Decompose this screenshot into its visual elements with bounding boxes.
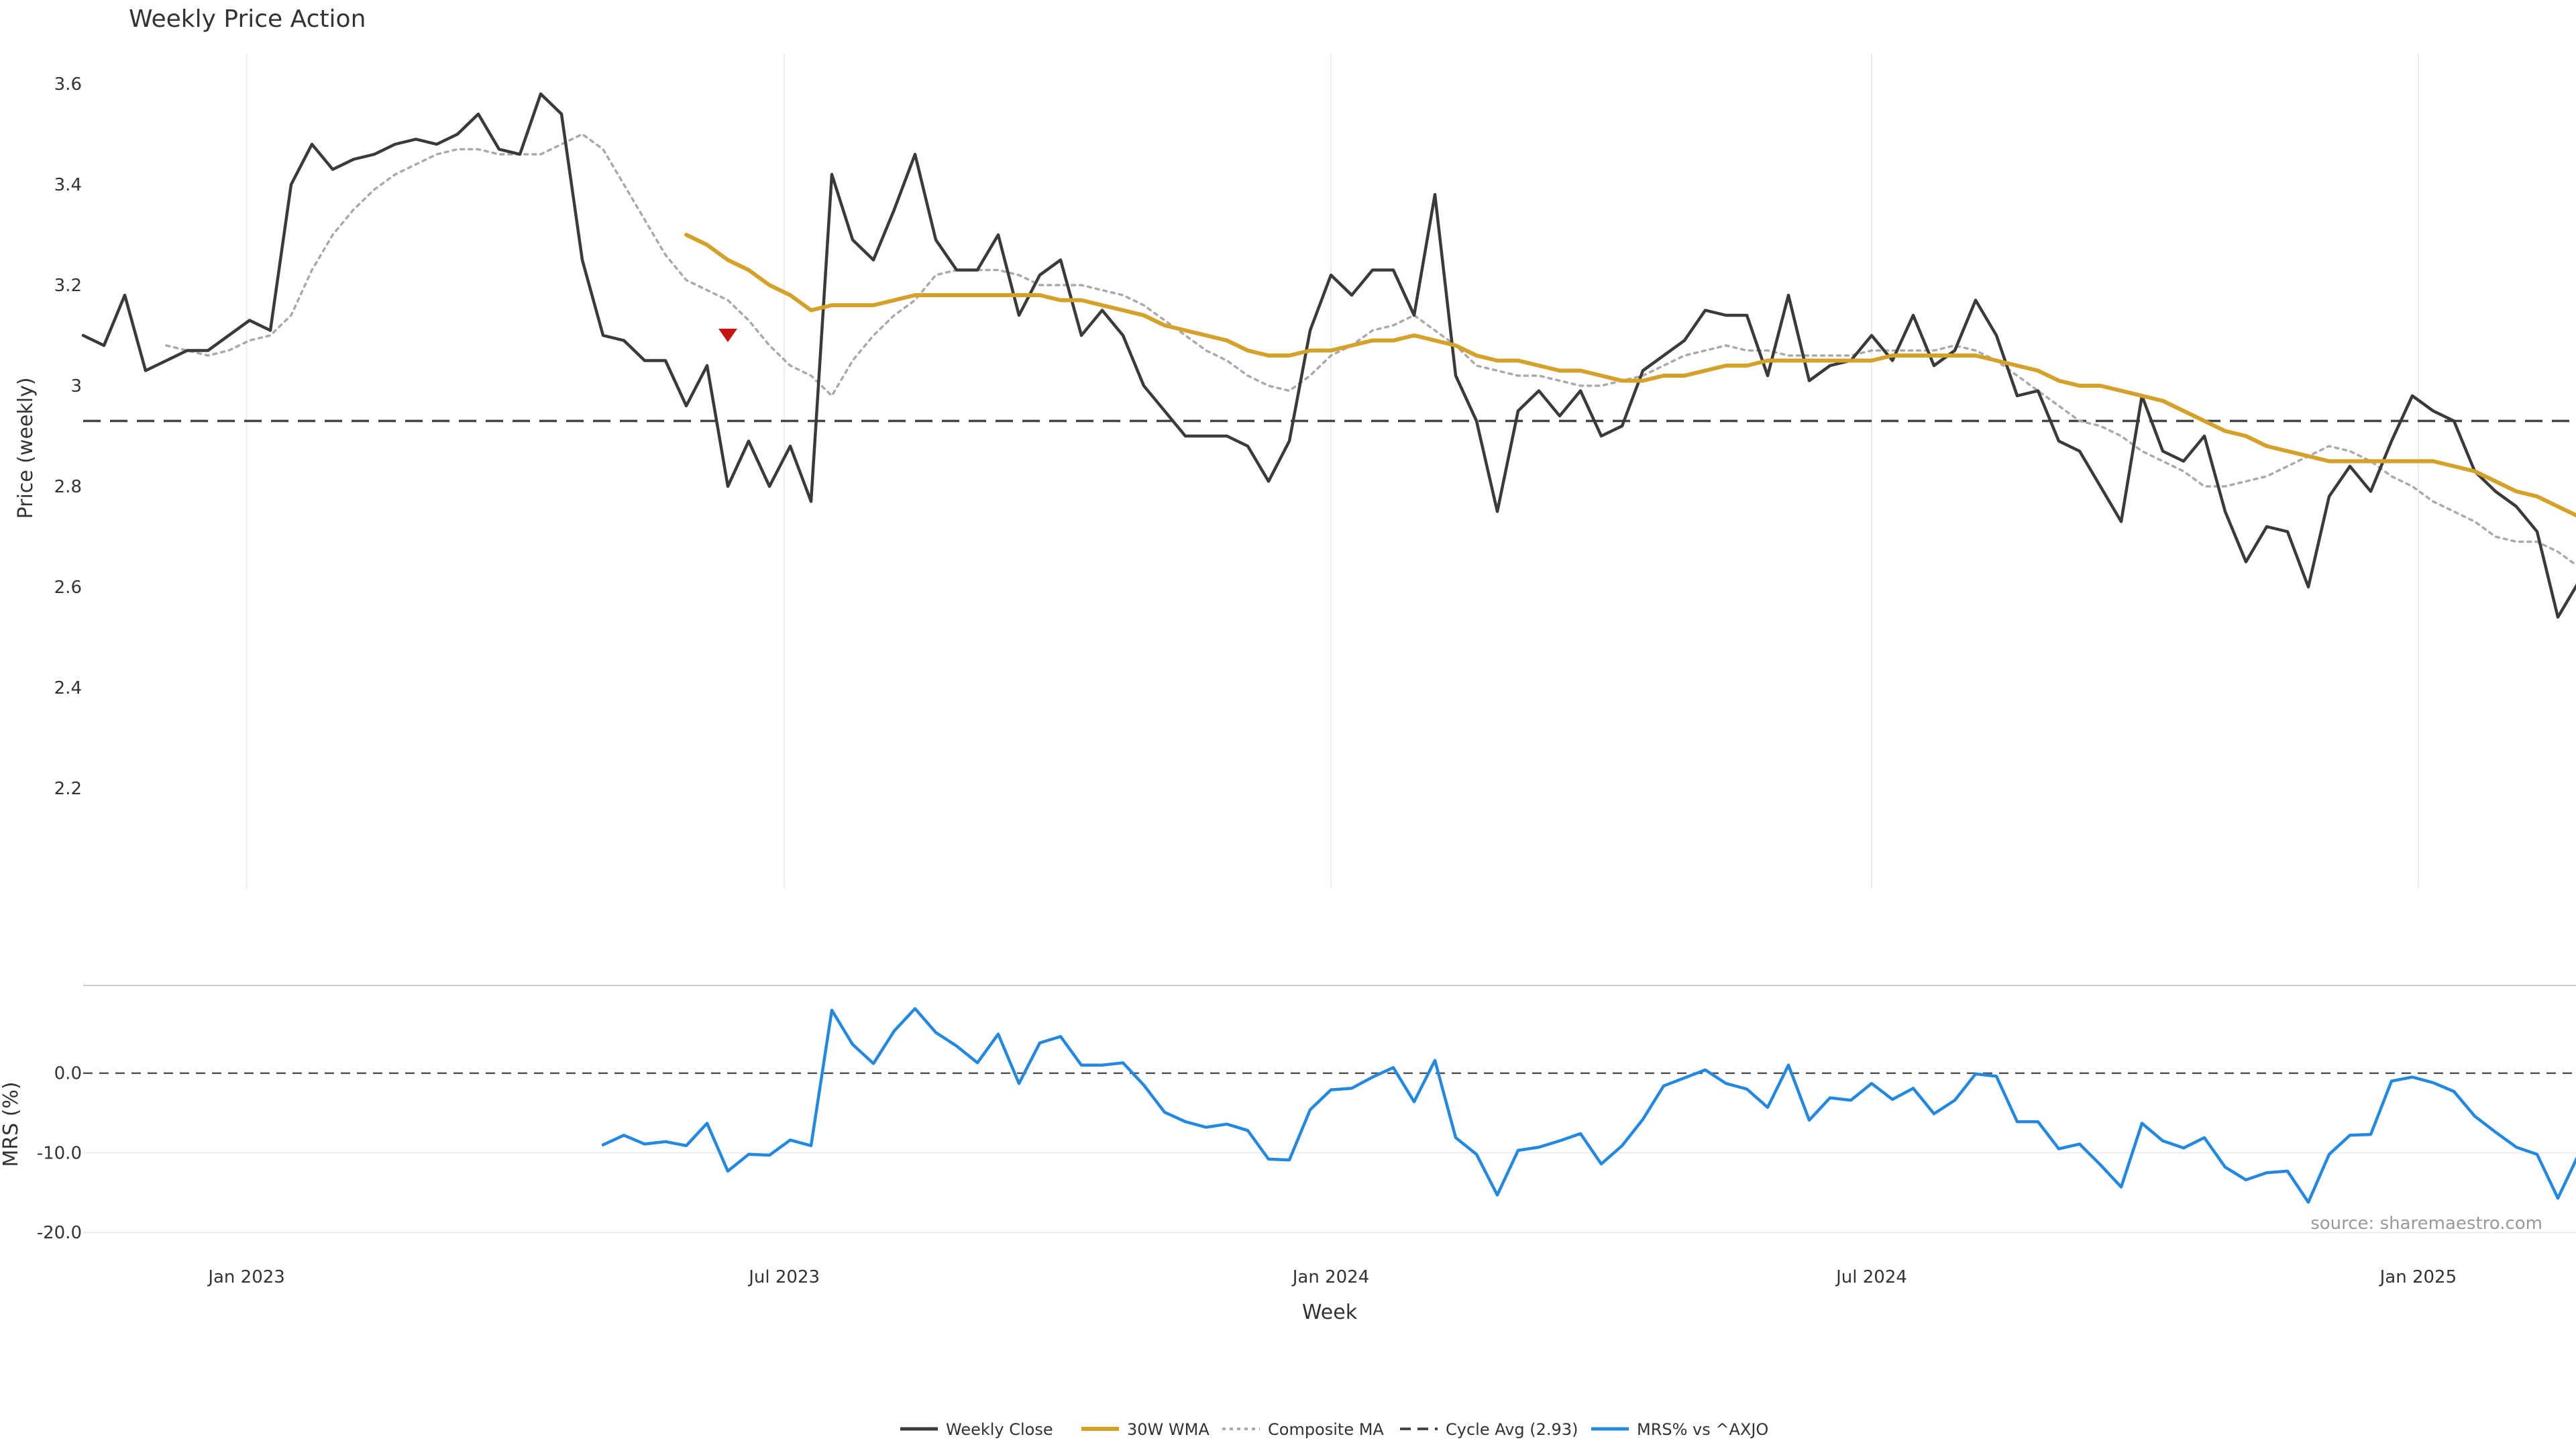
legend-label-wma: 30W WMA [1127, 1420, 1210, 1439]
legend-label-close: Weekly Close [946, 1420, 1053, 1439]
x-tick-label: Jan 2024 [1291, 1267, 1370, 1287]
legend-label-composite: Composite MA [1268, 1420, 1384, 1439]
chart-title: Weekly Price Action [129, 5, 366, 33]
x-tick-label: Jul 2024 [1835, 1267, 1907, 1287]
legend: Weekly Close 30W WMA Composite MA Cycle Avg… [900, 1420, 1768, 1439]
legend-label-cycle: Cycle Avg (2.93) [1446, 1420, 1578, 1439]
sell-signal-marker [718, 329, 737, 342]
price-y-tick-label: 2.4 [54, 678, 82, 698]
price-y-tick-label: 3.4 [54, 175, 82, 195]
x-tick-label: Jan 2025 [2379, 1267, 2457, 1287]
mrs-series [83, 1007, 2576, 1204]
price-y-tick-label: 2.6 [54, 578, 82, 598]
wma-30w-line [684, 233, 2576, 518]
mrs-y-tick-label: 0.0 [54, 1064, 82, 1084]
price-y-tick-label: 2.8 [54, 477, 82, 497]
x-tick-label: Jul 2023 [747, 1267, 820, 1287]
price-y-tick-label: 3 [70, 376, 82, 396]
mrs-y-axis-label: MRS (%) [0, 1081, 23, 1167]
mrs-gridlines [83, 1152, 2576, 1234]
legend-label-mrs: MRS% vs ^AXJO [1637, 1420, 1768, 1439]
x-tick-label: Jan 2023 [207, 1267, 285, 1287]
mrs-y-tick-label: -20.0 [37, 1223, 82, 1243]
x-axis-label: Week [1302, 1301, 1358, 1324]
price-y-tick-label: 3.2 [54, 276, 82, 296]
x-ticks: Jan 2023 Jul 2023 Jan 2024 Jul 2024 Jan 2025… [207, 1267, 2457, 1287]
mrs-y-ticks: 0.0 -10.0 -20.0 [37, 1064, 82, 1244]
price-y-tick-label: 2.2 [54, 779, 82, 799]
weekly-close-line [81, 92, 2576, 619]
price-y-axis-label: Price (weekly) [14, 377, 38, 519]
mrs-y-tick-label: -10.0 [37, 1143, 82, 1163]
price-series [81, 92, 2576, 619]
source-label: source: sharemaestro.com [2310, 1214, 2542, 1234]
price-y-tick-label: 3.6 [54, 74, 82, 95]
composite-ma-line [165, 133, 2576, 567]
price-gridlines [246, 54, 2419, 889]
mrs-line [601, 1007, 2576, 1204]
price-y-ticks: 2.2 2.4 2.6 2.8 3 3.2 3.4 3.6 [54, 74, 82, 799]
